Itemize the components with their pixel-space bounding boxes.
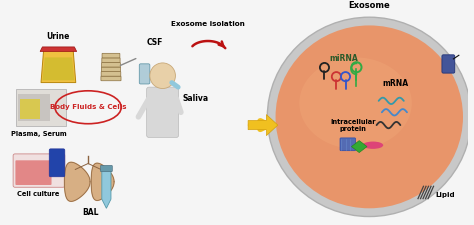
Polygon shape (40, 47, 77, 52)
Polygon shape (41, 48, 76, 83)
FancyBboxPatch shape (18, 94, 50, 122)
FancyBboxPatch shape (13, 154, 65, 187)
Text: CSF: CSF (146, 38, 163, 47)
FancyBboxPatch shape (16, 160, 52, 185)
FancyBboxPatch shape (101, 72, 121, 76)
FancyBboxPatch shape (101, 67, 120, 72)
Text: Exosome isolation: Exosome isolation (171, 21, 245, 27)
Polygon shape (351, 141, 367, 153)
Circle shape (150, 63, 175, 88)
Text: Body Fluids & Cells: Body Fluids & Cells (50, 104, 127, 110)
Text: BAL: BAL (82, 207, 99, 216)
FancyBboxPatch shape (340, 138, 356, 151)
Text: Intracellular
protein: Intracellular protein (330, 119, 376, 132)
Polygon shape (42, 57, 74, 80)
FancyBboxPatch shape (101, 63, 120, 67)
FancyBboxPatch shape (19, 99, 40, 119)
Text: Lipid: Lipid (436, 192, 456, 198)
Polygon shape (102, 169, 111, 208)
Polygon shape (91, 163, 114, 200)
Text: Exosome: Exosome (348, 1, 390, 10)
Ellipse shape (299, 57, 412, 149)
Polygon shape (248, 115, 278, 136)
Ellipse shape (275, 25, 463, 208)
FancyBboxPatch shape (146, 87, 179, 137)
Ellipse shape (267, 17, 471, 216)
Ellipse shape (363, 142, 383, 149)
Text: miRNA: miRNA (330, 54, 358, 63)
Text: mRNA: mRNA (383, 79, 409, 88)
Text: Plasma, Serum: Plasma, Serum (11, 131, 67, 137)
FancyBboxPatch shape (101, 76, 121, 81)
FancyBboxPatch shape (442, 55, 455, 73)
Text: Saliva: Saliva (183, 94, 209, 103)
Text: Urine: Urine (47, 32, 70, 41)
Polygon shape (64, 162, 90, 201)
Text: Cell culture: Cell culture (17, 191, 59, 197)
FancyBboxPatch shape (139, 64, 150, 84)
FancyBboxPatch shape (49, 149, 65, 177)
FancyBboxPatch shape (16, 88, 66, 126)
FancyBboxPatch shape (102, 58, 120, 63)
FancyBboxPatch shape (100, 165, 112, 172)
FancyBboxPatch shape (102, 53, 120, 58)
